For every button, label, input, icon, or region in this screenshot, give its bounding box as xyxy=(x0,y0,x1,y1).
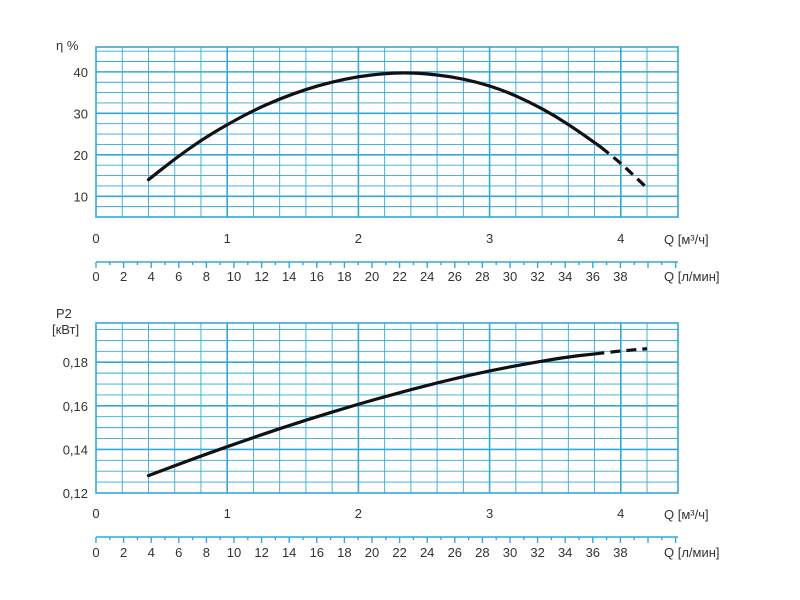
x-tick-label: 2 xyxy=(355,231,362,246)
power-x-axis-label: Q [м³/ч] xyxy=(664,507,709,522)
curve-dashed-extrapolation xyxy=(600,146,649,190)
curve-dashed-extrapolation xyxy=(594,347,648,356)
y-tick-label: 30 xyxy=(74,106,88,121)
x-tick-label: 3 xyxy=(486,506,493,521)
x2-tick-label: 0 xyxy=(92,545,99,560)
x2-tick-label: 36 xyxy=(586,545,600,560)
x2-tick-label: 6 xyxy=(175,545,182,560)
x-tick-label: 1 xyxy=(224,506,231,521)
x2-tick-label: 26 xyxy=(448,545,462,560)
x2-tick-label: 24 xyxy=(420,269,434,284)
plot-frame xyxy=(95,322,679,494)
y-tick-label: 20 xyxy=(74,148,88,163)
efficiency-curve xyxy=(146,71,649,190)
x2-tick-label: 12 xyxy=(254,545,268,560)
curve-solid xyxy=(146,71,603,182)
x2-tick-label: 22 xyxy=(392,545,406,560)
x2-tick-label: 28 xyxy=(475,545,489,560)
x2-tick-label: 6 xyxy=(175,269,182,284)
x2-tick-label: 28 xyxy=(475,269,489,284)
x2-tick-label: 8 xyxy=(203,545,210,560)
power-x-axis-label-2: Q [л/мин] xyxy=(664,545,720,560)
x2-tick-label: 14 xyxy=(282,545,296,560)
efficiency-x-axis-label: Q [м³/ч] xyxy=(664,232,709,247)
x2-tick-label: 30 xyxy=(503,545,517,560)
y-tick-label: 0,14 xyxy=(63,442,88,457)
x2-tick-label: 38 xyxy=(613,269,627,284)
x2-tick-label: 36 xyxy=(586,269,600,284)
power-curve xyxy=(146,347,648,478)
efficiency-x-ticks-lmin: 0 2 4 6 8 10 12 14 16 18 20 22 24 26 28 30 32 34 36 38 xyxy=(92,261,678,284)
y-tick-label: 0,12 xyxy=(63,486,88,501)
power-grid xyxy=(95,322,679,494)
x2-tick-label: 4 xyxy=(148,269,155,284)
x2-tick-label: 34 xyxy=(558,269,572,284)
x2-tick-label: 18 xyxy=(337,545,351,560)
x2-tick-label: 8 xyxy=(203,269,210,284)
x2-tick-label: 10 xyxy=(227,269,241,284)
power-y-axis-unit: [кВт] xyxy=(52,322,79,337)
x2-tick-label: 16 xyxy=(310,545,324,560)
x2-tick-label: 38 xyxy=(613,545,627,560)
x-tick-label: 0 xyxy=(92,506,99,521)
x-tick-label: 3 xyxy=(486,231,493,246)
x2-tick-label: 2 xyxy=(120,545,127,560)
y-tick-label: 0,18 xyxy=(63,355,88,370)
x2-tick-label: 24 xyxy=(420,545,434,560)
power-x-ticks-lmin: 0 2 4 6 8 10 12 14 16 18 20 22 24 26 28 30 32 34 36 38 xyxy=(92,536,678,560)
plot-frame xyxy=(95,46,679,218)
x-tick-label: 2 xyxy=(355,506,362,521)
x2-tick-label: 10 xyxy=(227,545,241,560)
x-tick-label: 4 xyxy=(617,506,624,521)
power-x-ticks-m3h: 0 1 2 3 4 xyxy=(92,506,624,521)
x2-tick-label: 14 xyxy=(282,269,296,284)
x2-tick-label: 32 xyxy=(530,545,544,560)
x2-tick-label: 4 xyxy=(148,545,155,560)
power-y-axis-label: P2 xyxy=(56,306,72,321)
x2-tick-label: 26 xyxy=(448,269,462,284)
x2-tick-label: 16 xyxy=(310,269,324,284)
curve-solid xyxy=(146,352,597,478)
y-tick-label: 0,16 xyxy=(63,399,88,414)
efficiency-y-axis-label: η % xyxy=(56,38,79,53)
x2-tick-label: 0 xyxy=(92,269,99,284)
efficiency-y-ticks: 10 20 30 40 xyxy=(74,65,88,204)
y-tick-label: 10 xyxy=(74,189,88,204)
x2-tick-label: 18 xyxy=(337,269,351,284)
x2-tick-label: 20 xyxy=(365,269,379,284)
x2-tick-label: 20 xyxy=(365,545,379,560)
x-tick-label: 4 xyxy=(617,231,624,246)
x2-tick-label: 12 xyxy=(254,269,268,284)
power-y-ticks: 0,12 0,14 0,16 0,18 xyxy=(63,355,88,501)
x2-tick-label: 30 xyxy=(503,269,517,284)
x2-tick-label: 32 xyxy=(530,269,544,284)
x2-tick-label: 34 xyxy=(558,545,572,560)
x2-tick-label: 2 xyxy=(120,269,127,284)
efficiency-grid xyxy=(95,46,679,218)
efficiency-x-ticks-m3h: 0 1 2 3 4 xyxy=(92,231,624,246)
efficiency-x-axis-label-2: Q [л/мин] xyxy=(664,269,720,284)
x2-tick-label: 22 xyxy=(392,269,406,284)
y-tick-label: 40 xyxy=(74,65,88,80)
x-tick-label: 0 xyxy=(92,231,99,246)
x-tick-label: 1 xyxy=(224,231,231,246)
